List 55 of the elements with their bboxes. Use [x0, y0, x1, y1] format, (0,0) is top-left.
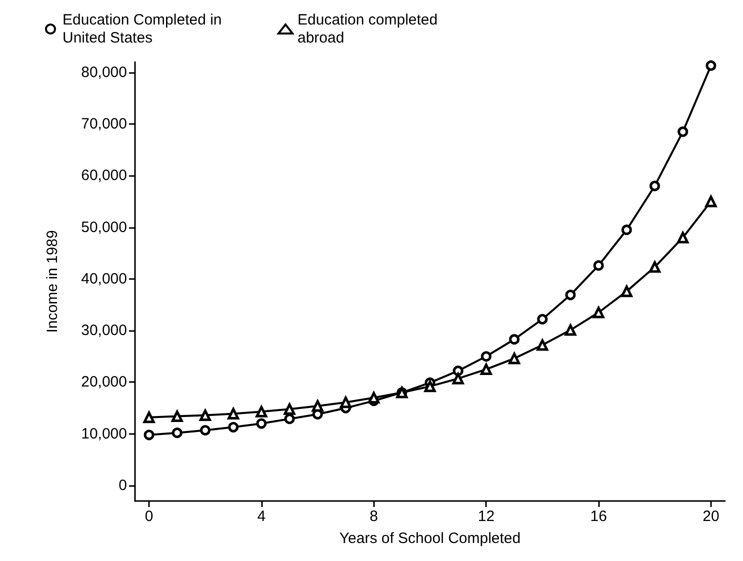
y-tick-label: 30,000	[81, 322, 127, 340]
point	[620, 286, 632, 298]
point	[564, 324, 576, 336]
y-axis-title: Income in 1989	[44, 230, 61, 333]
point	[452, 366, 464, 376]
point	[424, 380, 436, 392]
point	[199, 410, 211, 422]
point	[312, 400, 324, 412]
point	[200, 424, 210, 436]
point	[508, 352, 520, 364]
point	[705, 196, 717, 208]
point	[171, 410, 183, 422]
point	[284, 414, 295, 424]
point	[172, 428, 182, 438]
point	[228, 422, 239, 432]
y-tick-label: 70,000	[81, 115, 127, 132]
point	[340, 396, 352, 408]
x-tick-label: 4	[257, 508, 266, 525]
y-tick-label: 60,000	[81, 167, 127, 184]
x-tick-label: 20	[702, 508, 720, 525]
point	[368, 392, 380, 404]
point	[649, 261, 661, 273]
point	[284, 403, 296, 415]
y-tick-label: 10,000	[81, 425, 127, 442]
point	[256, 406, 268, 418]
legend-label: Education completed abroad	[298, 12, 442, 46]
point	[480, 351, 492, 362]
point	[592, 306, 604, 318]
point	[706, 60, 716, 71]
point	[678, 126, 688, 137]
legend-label: Education Completed in United States	[62, 12, 226, 46]
point	[509, 334, 520, 345]
y-tick-label: 40,000	[81, 270, 127, 288]
point	[536, 339, 548, 351]
x-tick-label: 8	[370, 508, 378, 525]
y-tick-label: 80,000	[81, 64, 127, 81]
point	[228, 408, 240, 420]
x-tick-label: 0	[144, 508, 154, 525]
y-tick-label: 50,000	[81, 218, 127, 236]
point	[621, 224, 632, 236]
point	[144, 430, 154, 440]
point	[480, 364, 492, 376]
point	[677, 232, 689, 244]
x-tick-label: 12	[478, 508, 495, 525]
point	[452, 372, 464, 384]
point	[537, 314, 548, 324]
point	[650, 180, 660, 192]
x-tick-label: 16	[590, 508, 607, 525]
y-tick-label: 20,000	[81, 374, 127, 391]
point	[256, 418, 267, 429]
point	[593, 260, 604, 271]
point	[565, 290, 576, 300]
y-tick-label: 0	[118, 477, 127, 494]
point	[143, 412, 155, 424]
x-axis-title: Years of School Completed	[339, 530, 521, 547]
